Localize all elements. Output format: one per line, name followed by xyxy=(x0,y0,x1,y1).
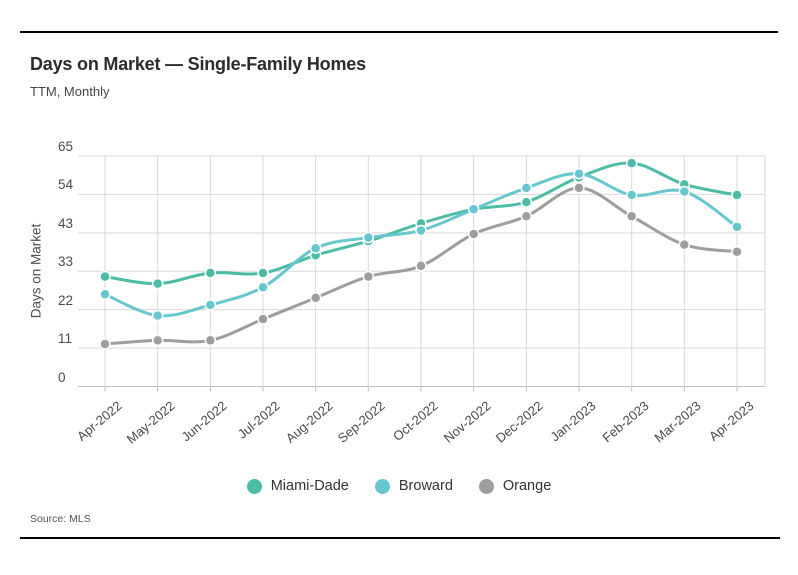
legend-label: Orange xyxy=(502,478,552,494)
source-note: Source: MLS xyxy=(30,513,91,525)
legend-item: Orange xyxy=(478,478,552,494)
data-point-broward xyxy=(99,288,111,301)
data-point-miami-dade xyxy=(151,277,164,290)
y-tick-label: 0 xyxy=(58,369,66,385)
top-divider xyxy=(20,31,778,33)
data-point-miami-dade xyxy=(625,157,638,169)
data-point-orange xyxy=(257,313,269,325)
y-tick-label: 65 xyxy=(58,139,74,154)
data-point-orange xyxy=(573,182,585,194)
data-point-miami-dade xyxy=(520,196,533,208)
legend-item: Miami-Dade xyxy=(246,478,349,494)
data-point-orange xyxy=(151,334,164,347)
y-tick-label: 43 xyxy=(58,215,74,231)
y-tick-label: 22 xyxy=(58,292,74,308)
data-point-broward xyxy=(415,224,427,237)
data-point-miami-dade xyxy=(257,267,269,279)
data-point-orange xyxy=(625,210,638,223)
data-point-orange xyxy=(309,292,322,304)
data-point-orange xyxy=(99,338,111,350)
data-point-orange xyxy=(731,245,743,258)
data-point-broward xyxy=(151,309,164,322)
data-point-broward xyxy=(362,231,375,244)
data-point-broward xyxy=(309,242,322,254)
data-point-orange xyxy=(415,260,427,272)
data-point-broward xyxy=(467,203,480,215)
y-tick-label: 54 xyxy=(58,177,74,193)
data-point-orange xyxy=(467,228,480,240)
legend-dot-icon xyxy=(478,478,494,494)
legend-dot-icon xyxy=(374,478,390,494)
y-tick-label: 33 xyxy=(58,254,74,270)
chart-title: Days on Market — Single-Family Homes xyxy=(30,54,366,74)
y-tick-label: 11 xyxy=(58,331,73,347)
legend-label: Broward xyxy=(398,478,453,494)
legend-dot-icon xyxy=(246,478,262,494)
y-axis-title: Days on Market xyxy=(28,223,44,319)
data-point-broward xyxy=(678,185,691,198)
data-point-broward xyxy=(625,189,638,201)
data-point-orange xyxy=(520,210,533,223)
legend-label: Miami-Dade xyxy=(270,478,349,494)
chart-subtitle: TTM, Monthly xyxy=(30,84,110,99)
data-point-broward xyxy=(731,221,743,233)
data-point-broward xyxy=(257,281,269,293)
data-point-orange xyxy=(362,270,375,283)
data-point-miami-dade xyxy=(99,270,111,283)
chart-legend: Miami-Dade Broward Orange xyxy=(0,478,798,494)
data-point-miami-dade xyxy=(204,267,217,279)
data-point-miami-dade xyxy=(731,189,743,201)
data-point-broward xyxy=(204,299,217,311)
data-point-broward xyxy=(573,167,585,180)
data-point-orange xyxy=(678,238,691,251)
line-chart-plot xyxy=(78,155,766,392)
legend-item: Broward xyxy=(374,478,453,494)
bottom-divider xyxy=(20,537,780,539)
data-point-orange xyxy=(204,334,217,347)
data-point-broward xyxy=(520,182,533,194)
